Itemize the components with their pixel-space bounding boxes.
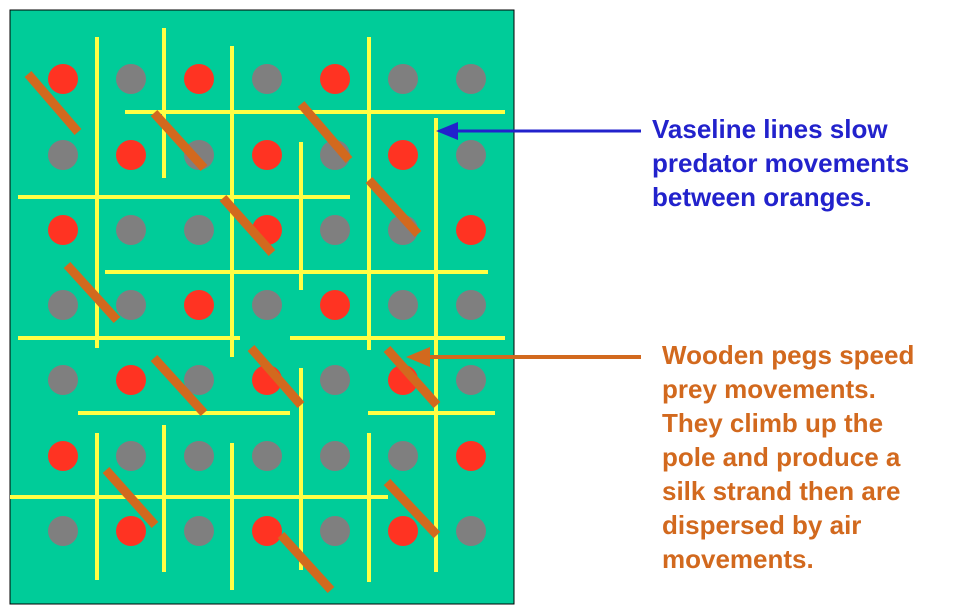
wooden-peg (383, 346, 441, 408)
pegs-annotation-line: dispersed by air (662, 510, 862, 540)
orange-gray (48, 140, 78, 170)
orange-gray (252, 441, 282, 471)
orange-gray (184, 441, 214, 471)
orange-gray (456, 516, 486, 546)
wooden-peg (102, 467, 159, 528)
pegs-annotation-line: silk strand then are (662, 476, 901, 506)
wooden-peg (297, 101, 353, 163)
orange-gray (320, 441, 350, 471)
pegs-annotation: Wooden pegs speed prey movements. They c… (662, 338, 962, 576)
wooden-peg (63, 261, 121, 324)
wooden-peg (365, 176, 422, 238)
pegs-annotation-line: pole and produce a (662, 442, 901, 472)
orange-red (48, 441, 78, 471)
orange-gray (252, 290, 282, 320)
orange-gray (320, 215, 350, 245)
vaseline-annotation-line: Vaseline lines slow (652, 114, 888, 144)
vaseline-arrowhead (436, 122, 458, 140)
orange-gray (116, 290, 146, 320)
orange-gray (184, 215, 214, 245)
orange-gray (456, 140, 486, 170)
orange-red (48, 64, 78, 94)
pegs-annotation-line: They climb up the (662, 408, 884, 438)
orange-gray (184, 516, 214, 546)
wooden-peg (383, 478, 441, 539)
wooden-pegs-layer (24, 71, 441, 594)
orange-red (456, 215, 486, 245)
orange-gray (320, 365, 350, 395)
pegs-annotation-line: movements. (662, 544, 814, 574)
orange-gray (388, 441, 418, 471)
orange-red (252, 140, 282, 170)
orange-red (116, 516, 146, 546)
orange-gray (116, 215, 146, 245)
orange-red (116, 365, 146, 395)
orange-red (388, 140, 418, 170)
orange-gray (48, 290, 78, 320)
wooden-peg (150, 354, 208, 417)
orange-red (320, 64, 350, 94)
pegs-annotation-line: Wooden pegs speed (662, 340, 915, 370)
orange-gray (320, 516, 350, 546)
orange-red (48, 215, 78, 245)
vaseline-annotation-line: between oranges. (652, 182, 872, 212)
orange-red (184, 64, 214, 94)
orange-red (456, 441, 486, 471)
vaseline-annotation: Vaseline lines slow predator movements b… (652, 112, 962, 214)
orange-red (388, 516, 418, 546)
orange-gray (388, 290, 418, 320)
orange-gray (184, 365, 214, 395)
orange-gray (252, 64, 282, 94)
orange-gray (456, 64, 486, 94)
orange-gray (456, 290, 486, 320)
orange-gray (116, 64, 146, 94)
orange-gray (456, 365, 486, 395)
orange-gray (116, 441, 146, 471)
wooden-peg (24, 71, 82, 135)
orange-red (184, 290, 214, 320)
orange-gray (388, 64, 418, 94)
wooden-peg (219, 195, 276, 256)
orange-red (252, 516, 282, 546)
orange-gray (48, 516, 78, 546)
orange-red (116, 140, 146, 170)
orange-red (320, 290, 350, 320)
wooden-peg (247, 345, 305, 408)
pegs-annotation-line: prey movements. (662, 374, 876, 404)
wooden-peg (277, 531, 335, 594)
orange-gray (48, 365, 78, 395)
arrows-layer (406, 122, 641, 367)
peg-arrowhead (406, 347, 430, 367)
vaseline-annotation-line: predator movements (652, 148, 910, 178)
wooden-peg (150, 109, 208, 172)
orange-gray (184, 140, 214, 170)
